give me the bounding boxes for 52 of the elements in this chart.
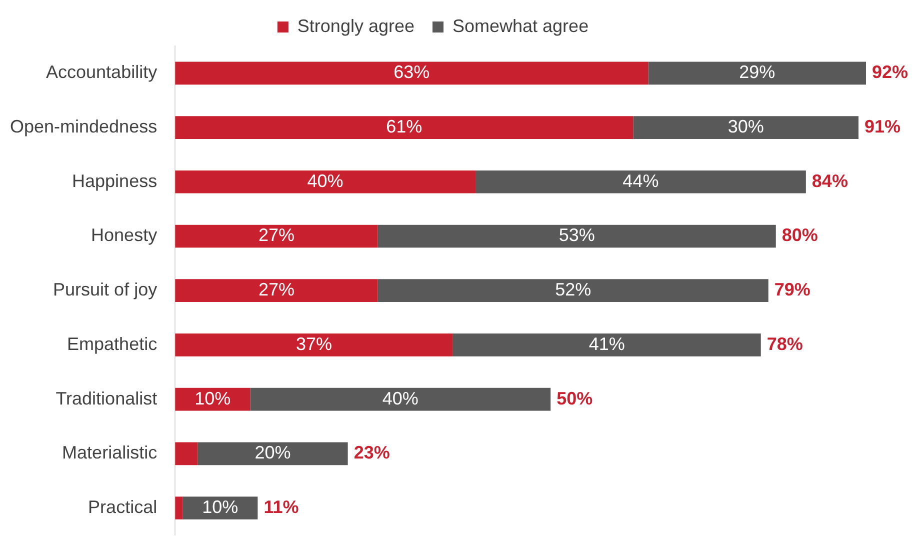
data-label: 30%: [728, 116, 764, 136]
y-tick-label: Pursuit of joy: [53, 280, 158, 300]
total-label: 23%: [354, 442, 390, 463]
data-label: 40%: [307, 170, 344, 191]
y-tick-label: Happiness: [72, 170, 158, 191]
data-label: 37%: [296, 334, 332, 354]
data-label: 63%: [394, 62, 430, 82]
data-label: 53%: [558, 225, 595, 246]
y-tick-label: Traditionalist: [56, 388, 158, 408]
bar: [452, 334, 761, 356]
data-label: 44%: [622, 170, 659, 191]
bar: [250, 388, 551, 411]
data-label: 27%: [258, 280, 294, 300]
data-label: 10%: [202, 496, 238, 517]
y-tick-label: Materialistic: [62, 442, 158, 463]
bar: [175, 279, 378, 302]
y-tick-label: Honesty: [91, 225, 158, 246]
total-label: 79%: [774, 280, 810, 300]
bar: [475, 170, 806, 194]
total-label: 50%: [556, 388, 593, 408]
y-tick-label: Open-mindedness: [10, 116, 158, 136]
total-label: 11%: [264, 496, 299, 517]
bar: [175, 496, 183, 520]
data-label: 10%: [194, 388, 231, 408]
total-label: 78%: [766, 334, 803, 354]
data-label: 40%: [382, 388, 418, 408]
data-label: 41%: [588, 334, 625, 354]
data-label: 52%: [555, 280, 592, 300]
bar: [175, 442, 198, 466]
data-label: 27%: [258, 225, 294, 246]
total-label: 84%: [812, 170, 848, 191]
y-tick-label: Practical: [88, 496, 158, 517]
total-label: 91%: [864, 116, 901, 136]
bar: [378, 279, 768, 302]
y-tick-label: Empathetic: [67, 334, 158, 354]
bar: [175, 62, 648, 85]
bar: [175, 170, 476, 194]
bar: [648, 62, 866, 85]
bar: [198, 442, 348, 466]
bar: [175, 116, 634, 139]
data-label: 29%: [739, 62, 776, 82]
data-label: 20%: [254, 442, 291, 463]
bar: [378, 224, 776, 248]
y-tick-label: Accountability: [46, 62, 158, 82]
total-label: 92%: [872, 62, 908, 82]
legend-label: Strongly agree: [297, 16, 414, 36]
bar: [175, 224, 378, 248]
total-label: 80%: [782, 225, 818, 246]
bar: [633, 116, 858, 139]
bar: [175, 334, 453, 356]
legend-label: Somewhat agree: [452, 16, 589, 36]
data-label: 61%: [386, 116, 422, 136]
